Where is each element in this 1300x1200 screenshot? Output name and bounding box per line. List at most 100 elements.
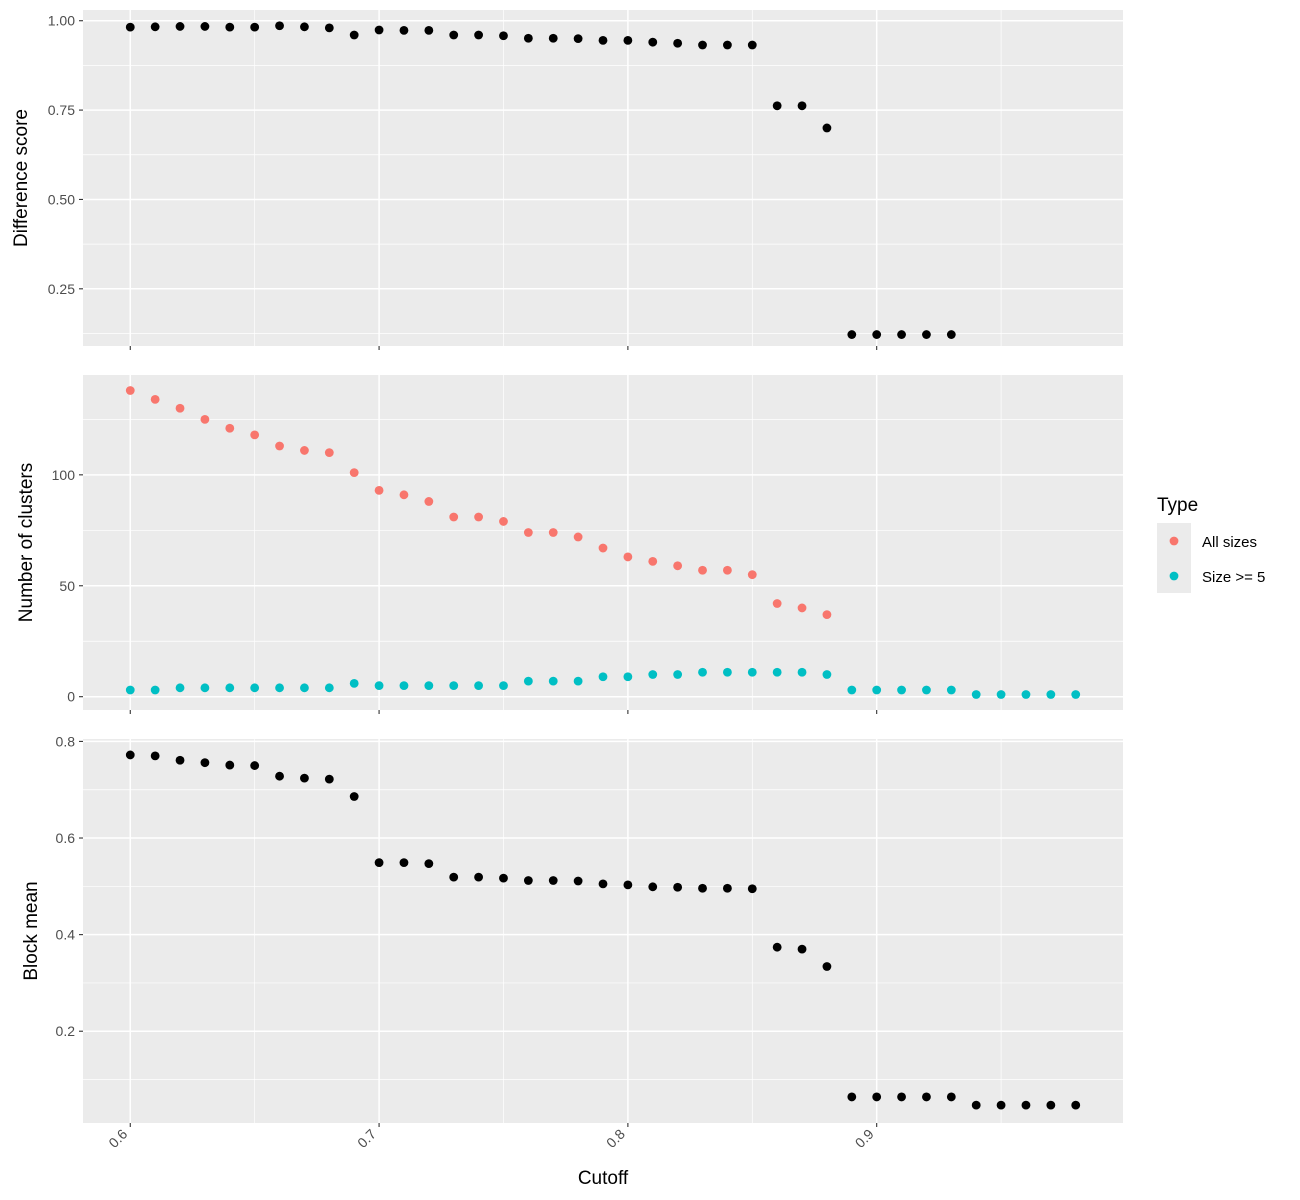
data-point (872, 330, 882, 339)
data-point (499, 681, 508, 690)
data-point (300, 773, 309, 783)
data-point (150, 395, 160, 404)
data-point (673, 38, 683, 48)
y-tick-label: 50 (59, 578, 75, 594)
data-point (399, 25, 409, 35)
data-point (648, 37, 658, 47)
data-point (424, 497, 434, 506)
data-point (698, 667, 707, 677)
data-point (523, 528, 533, 537)
data-point (474, 512, 483, 522)
x-tick-label: 0.7 (354, 1126, 379, 1151)
data-point (573, 676, 583, 686)
data-point (822, 670, 832, 679)
data-point (698, 565, 707, 575)
data-point (1071, 690, 1081, 699)
data-point (225, 22, 235, 32)
data-point (847, 330, 857, 339)
x-tick-label: 0.9 (852, 1126, 877, 1151)
data-point (349, 30, 359, 40)
data-point (399, 490, 409, 500)
data-point (275, 21, 284, 31)
data-point (150, 22, 160, 32)
data-point (250, 430, 260, 440)
data-point (698, 40, 707, 50)
data-point (548, 876, 558, 885)
data-point (897, 330, 906, 339)
data-point (548, 528, 558, 537)
data-point (598, 35, 608, 45)
y-axis-title: Block mean (21, 881, 42, 980)
series-series (125, 21, 956, 339)
y-tick-label: 0.25 (48, 281, 75, 297)
data-point (374, 858, 384, 868)
data-point (872, 1092, 882, 1102)
data-point (648, 556, 658, 566)
data-point (324, 683, 334, 693)
data-point (946, 685, 956, 695)
data-point (499, 31, 508, 41)
data-point (523, 876, 533, 885)
data-point (872, 685, 882, 695)
panel-background (83, 739, 1123, 1123)
data-point (250, 761, 260, 770)
data-point (175, 683, 185, 693)
panel-middle: 0 50 100 Number of clusters (16, 375, 1123, 714)
data-point (847, 685, 857, 695)
data-point (623, 552, 633, 562)
data-point (250, 683, 260, 693)
data-point (822, 123, 832, 133)
y-tick-label: 100 (52, 467, 76, 483)
legend-label-size-5: Size >= 5 (1202, 569, 1265, 586)
data-point (200, 683, 210, 693)
data-point (474, 872, 483, 882)
data-point (125, 386, 135, 395)
chart-panels: 0.25 0.50 0.75 1.00 Difference score 0 50 100 Nu… (11, 10, 1123, 1151)
data-point (374, 25, 384, 35)
data-point (673, 561, 683, 571)
data-point (200, 414, 210, 424)
data-point (996, 690, 1006, 699)
y-tick-label: 0.6 (56, 830, 76, 846)
data-point (723, 565, 732, 575)
data-point (523, 676, 533, 686)
y-tick-label: 0.75 (48, 102, 75, 118)
x-tick-label: 0.8 (603, 1126, 628, 1151)
y-tick-label: 0.8 (56, 733, 76, 749)
data-point (747, 667, 757, 677)
data-point (946, 330, 956, 339)
data-point (275, 771, 284, 781)
data-point (424, 25, 434, 35)
series-size-5 (125, 667, 1081, 699)
panel-background (83, 375, 1123, 710)
data-point (772, 942, 782, 952)
data-point (225, 423, 235, 433)
data-point (175, 755, 185, 765)
data-point (573, 532, 583, 542)
data-point (349, 678, 359, 688)
data-point (399, 681, 409, 690)
data-point (623, 35, 633, 45)
panel-bottom: 0.2 0.4 0.6 0.8 0.6 0.7 0.8 0.9 Block mean (21, 733, 1123, 1151)
data-point (300, 446, 309, 455)
data-point (523, 33, 533, 43)
data-point (897, 685, 906, 695)
data-point (300, 22, 309, 32)
data-point (374, 681, 384, 690)
data-point (598, 879, 608, 889)
data-point (747, 40, 757, 50)
data-point (1021, 1100, 1031, 1110)
x-axis-title: Cutoff (578, 1168, 629, 1189)
data-point (150, 685, 160, 695)
data-point (424, 859, 434, 869)
data-point (648, 882, 658, 892)
data-point (499, 873, 508, 883)
data-point (324, 448, 334, 458)
data-point (698, 883, 707, 893)
data-point (747, 570, 757, 580)
data-point (573, 876, 583, 886)
data-point (349, 468, 359, 478)
data-point (449, 872, 459, 882)
data-point (723, 667, 732, 677)
